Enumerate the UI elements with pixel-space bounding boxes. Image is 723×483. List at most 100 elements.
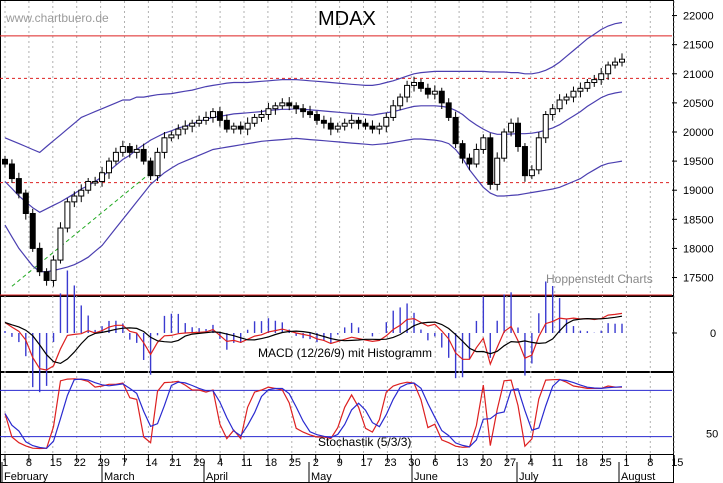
y-tick-label: 20000 [683,127,714,139]
candle-body [313,114,320,121]
candle-body [417,82,424,89]
candle-body [556,99,563,110]
candle-body [71,195,78,203]
candle-body [29,212,36,249]
candle-body [99,172,106,182]
x-tick-label: 11 [241,457,252,469]
x-tick-label: 27 [504,457,516,469]
x-tick-label: 2 [313,457,319,469]
bollinger-upper-line [4,21,623,154]
candle-body [293,105,300,110]
candle-body [223,119,230,130]
candle-body [209,111,216,118]
bollinger-lower-line [4,137,623,273]
macd-title: MACD (12/26/9) mit Histogramm [258,346,432,360]
candle-body [619,58,625,63]
x-tick-label: 29 [98,457,110,469]
x-tick-label: 14 [145,457,157,469]
x-tick-label: 18 [265,457,277,469]
candle-body [487,137,494,185]
candle-body [431,90,438,95]
x-tick-label: 17 [361,457,373,469]
candle-body [362,122,369,127]
candle-body [438,90,445,104]
candle-body [459,143,466,159]
candle-body [376,125,383,130]
y-tick-label: 17500 [683,273,714,285]
stochastic-title: Stochastik (5/3/3) [318,435,411,449]
vertical-grid [4,1,675,454]
candle-body [133,148,140,153]
candle-body [549,108,556,116]
candle-body [168,134,175,139]
y-tick-label: 20500 [683,98,714,110]
candle-body [452,116,459,145]
candle-body [390,105,397,118]
candle-body [521,146,528,177]
y-tick-label: 18000 [683,243,714,255]
candle-body [112,151,119,162]
x-tick-label: 30 [408,457,420,469]
candle-body [85,180,92,191]
stoch-y-tick-label: 50 [706,429,718,441]
source-label: Hoppenstedt Charts [546,272,653,286]
candle-body [57,227,64,261]
candle-body [307,111,314,116]
candle-body [563,96,570,101]
x-tick-label: 7 [122,457,128,469]
candle-body [355,119,362,124]
candle-body [348,119,355,124]
candle-body [411,82,418,86]
candle-body [473,148,480,165]
candle-body [43,271,50,281]
stochastic-k-line [4,378,622,450]
x-tick-label: 4 [528,457,534,469]
candle-body [577,87,584,92]
watermark: www.chartbuero.de [5,11,109,25]
x-tick-label: 6 [432,457,438,469]
month-label: June [414,471,438,483]
candle-body [147,160,154,177]
candle-body [327,122,334,130]
candle-body [22,192,29,214]
candle-body [237,125,244,130]
candle-body [265,108,272,116]
candle-body [383,116,390,127]
candle-body [508,122,515,133]
candle-body [341,122,348,127]
candle-body [397,96,404,107]
candle-body [445,102,452,118]
candle-body [36,247,43,273]
candle-body [279,102,286,107]
stochastic-d-line [4,378,623,449]
x-tick-label: 29 [193,457,205,469]
candle-body [535,137,542,171]
x-tick-label: 8 [26,457,32,469]
macd-signal-line [4,315,623,365]
x-tick-label: 13 [456,457,468,469]
candle-body [78,189,85,197]
candle-body [15,178,22,194]
candle-body [494,157,501,185]
bollinger-middle-line [4,91,623,213]
candle-body [154,151,161,177]
candle-body [92,180,99,184]
month-label: March [104,471,135,483]
y-axis-ticks: 17500 18000 18500 19000 19500 20000 20500 21000… [672,11,718,441]
candle-body [542,114,549,139]
candle-body [598,73,605,81]
candle-body [515,122,522,148]
chart-title: MDAX [318,8,376,30]
candle-body [140,148,147,162]
y-tick-label: 19500 [683,156,714,168]
candle-body [300,108,307,113]
candle-body [251,116,258,124]
candle-body [404,84,411,98]
macd-panel-frame [0,296,674,372]
candle-body [369,125,376,130]
x-tick-label: 23 [384,457,396,469]
month-label: February [4,471,49,483]
candle-body [189,122,196,127]
y-tick-label: 22000 [683,11,714,23]
